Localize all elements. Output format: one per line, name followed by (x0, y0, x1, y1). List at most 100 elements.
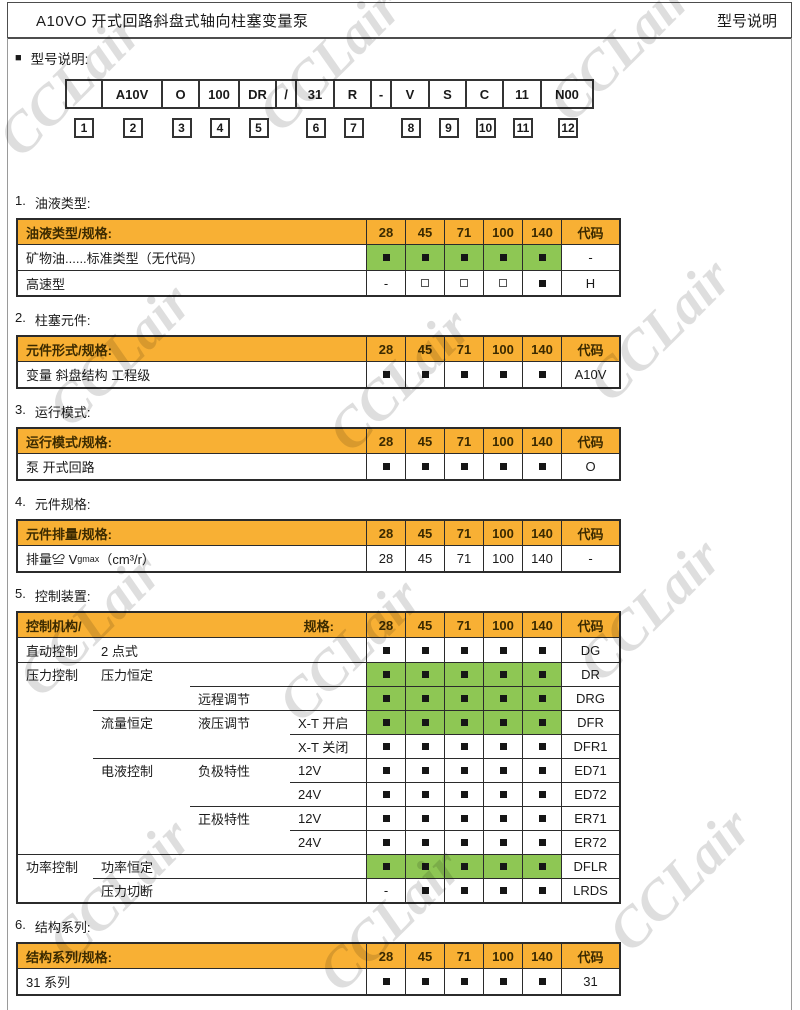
row-label-cell: 远程调节 (190, 686, 290, 710)
header-size-cell: 71 (444, 613, 483, 637)
filled-square-marker (538, 646, 546, 654)
availability-cell (483, 734, 522, 758)
row-label-cell: 负极特性 (190, 758, 290, 782)
availability-cell (483, 686, 522, 710)
filled-square-marker (538, 743, 546, 750)
model-code-number-slot: 3 (163, 118, 200, 138)
filled-square-marker (499, 743, 507, 750)
availability-cell: - (366, 271, 405, 295)
filled-square-marker (382, 371, 390, 378)
code-cell: DFLR (561, 854, 619, 878)
availability-cell (366, 830, 405, 854)
availability-cell (522, 245, 561, 270)
model-code-position-number: 6 (306, 118, 326, 138)
model-code-number-slot: 1 (65, 118, 103, 138)
table-row: 正极特性 12V ER71 (18, 806, 619, 830)
filled-square-marker (499, 254, 507, 261)
availability-cell (366, 686, 405, 710)
header-size-cell: 71 (444, 337, 483, 361)
row-label-cell: 矿物油......标准类型（无代码） (26, 251, 204, 266)
availability-cell (483, 758, 522, 782)
hollow-square-marker (421, 279, 429, 287)
filled-square-marker (460, 463, 468, 470)
model-code-number-slot (277, 118, 297, 138)
code-cell: DFR (561, 710, 619, 734)
table-row: 高速型 - H (18, 270, 619, 295)
row-label-cell: 流量恒定 (93, 710, 190, 734)
page-header: A10VO 开式回路斜盘式轴向柱塞变量泵 型号说明 (7, 2, 792, 39)
availability-cell (522, 782, 561, 806)
row-label-cell: 电液控制 (93, 758, 190, 782)
filled-square-marker (538, 671, 546, 678)
availability-cell: 28 (366, 546, 405, 571)
availability-cell (444, 686, 483, 710)
header-label-cell: 元件排量/规格: (18, 521, 366, 545)
model-code-cell: - (372, 79, 392, 109)
model-code-cell: / (277, 79, 297, 109)
row-label-cell (290, 854, 366, 878)
availability-cell (522, 969, 561, 994)
availability-cell (522, 878, 561, 902)
section-table: 油液类型/规格: 28 45 71 100 140 代码 矿物油......标准类型（无代码）… (16, 218, 621, 297)
code-cell: ED71 (561, 758, 619, 782)
availability-cell (405, 734, 444, 758)
availability-cell (444, 782, 483, 806)
model-code-cell: DR (240, 79, 277, 109)
header-size-cell: 100 (483, 220, 522, 244)
row-label-cell: X-T 关闭 (290, 734, 366, 758)
row-label-cell (18, 686, 93, 710)
availability-cell (483, 806, 522, 830)
model-code-position-number: 2 (123, 118, 143, 138)
row-label-cell (290, 686, 366, 710)
row-label-cell: 泵 开式回路 (26, 460, 95, 475)
filled-square-marker (499, 767, 507, 774)
filled-square-marker (421, 839, 429, 846)
row-label-cell: 压力控制 (18, 662, 93, 686)
availability-cell (444, 638, 483, 662)
availability-cell (405, 878, 444, 902)
availability-cell (405, 782, 444, 806)
filled-square-marker (460, 695, 468, 702)
header-size-cell: 71 (444, 944, 483, 968)
row-label-cell: 直动控制 (26, 643, 79, 659)
availability-cell (405, 806, 444, 830)
availability-cell (522, 854, 561, 878)
header-label-cell: 运行模式/规格: (18, 429, 366, 453)
availability-cell (444, 362, 483, 387)
filled-square-marker (421, 463, 429, 470)
row-label-cell (190, 638, 290, 662)
filled-square-marker (382, 767, 390, 774)
availability-cell (444, 662, 483, 686)
header-size-cell: 28 (366, 220, 405, 244)
row-label-cell: 液压调节 (190, 710, 290, 734)
header-label-cell: 结构系列/规格: (18, 944, 366, 968)
filled-square-marker (538, 371, 546, 378)
filled-square-marker (382, 863, 390, 870)
code-cell: - (561, 546, 619, 571)
header-size-cell: 45 (405, 220, 444, 244)
filled-square-marker (499, 887, 507, 894)
header-size-cell: 28 (366, 613, 405, 637)
availability-cell (405, 638, 444, 662)
filled-square-marker (382, 695, 390, 702)
header-size-cell: 140 (522, 521, 561, 545)
header-size-cell: 71 (444, 429, 483, 453)
header-size-cell: 45 (405, 521, 444, 545)
row-label-cell (18, 758, 93, 782)
filled-square-marker (499, 815, 507, 822)
availability-cell (444, 454, 483, 479)
hollow-square-marker (460, 279, 468, 287)
availability-cell: 45 (405, 546, 444, 571)
filled-square-marker (460, 767, 468, 774)
availability-cell (522, 806, 561, 830)
hollow-square-marker (499, 279, 507, 287)
row-label-cell (93, 782, 190, 806)
model-code-position-number: 4 (210, 118, 230, 138)
filled-square-marker (382, 463, 390, 470)
code-cell: DRG (561, 686, 619, 710)
header-size-cell: 45 (405, 944, 444, 968)
table-row: 矿物油......标准类型（无代码） - (18, 245, 619, 270)
filled-square-marker (499, 839, 507, 846)
row-label-cell (93, 806, 190, 830)
section-title-label: 元件规格: (34, 497, 91, 512)
